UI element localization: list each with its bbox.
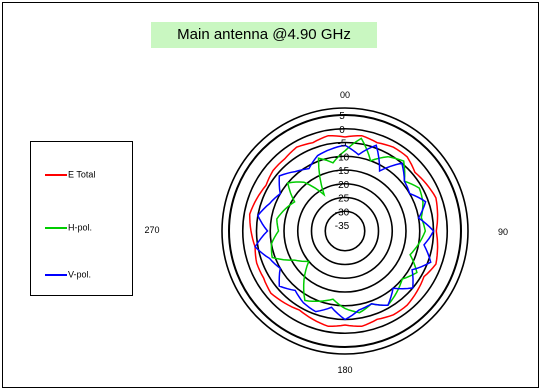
polar-ring (310, 196, 380, 266)
series-line-e-total (248, 134, 439, 328)
angle-tick-label: 270 (144, 225, 159, 235)
radial-tick-label: -5 (338, 139, 347, 150)
legend-item-h-pol: H-pol. (45, 220, 92, 234)
angle-labels: 00 90 180 270 (144, 90, 508, 375)
polar-ring (241, 127, 449, 335)
legend-swatch-v-pol (45, 273, 67, 276)
series-line-v-pol (254, 144, 435, 321)
radial-labels: 5 0 -5 -10 -15 -20 -25 -30 -35 (335, 111, 350, 232)
legend-item-v-pol: V-pol. (45, 267, 91, 281)
radial-tick-label: -20 (335, 180, 350, 191)
legend-label-e-total: E Total (68, 169, 96, 180)
legend-swatch-e-total (45, 173, 67, 176)
radial-tick-label: 0 (339, 125, 345, 136)
radial-tick-label: -30 (335, 207, 350, 218)
angle-tick-label: 180 (337, 365, 352, 375)
radial-tick-label: -15 (335, 166, 350, 177)
series-line-h-pol (270, 137, 427, 314)
legend: E Total H-pol. V-pol. (30, 141, 133, 296)
angle-tick-label: 90 (498, 227, 508, 237)
legend-label-h-pol: H-pol. (68, 222, 93, 233)
chart-title: Main antenna @4.90 GHz (151, 22, 377, 48)
polar-ring (269, 155, 421, 307)
polar-ring (324, 210, 366, 252)
series-layer (248, 134, 439, 328)
polar-ring (283, 169, 407, 293)
radial-tick-label: -10 (335, 152, 350, 163)
radial-tick-label: -35 (335, 221, 350, 232)
polar-outer-ring (221, 107, 469, 355)
radial-tick-label: -25 (335, 194, 350, 205)
radial-tick-label: 5 (339, 111, 345, 122)
angle-tick-label: 00 (340, 90, 350, 100)
legend-swatch-h-pol (45, 226, 67, 229)
legend-label-v-pol: V-pol. (68, 269, 92, 280)
polar-ring (296, 182, 394, 280)
legend-item-e-total: E Total (45, 167, 95, 181)
polar-ring (228, 114, 462, 348)
